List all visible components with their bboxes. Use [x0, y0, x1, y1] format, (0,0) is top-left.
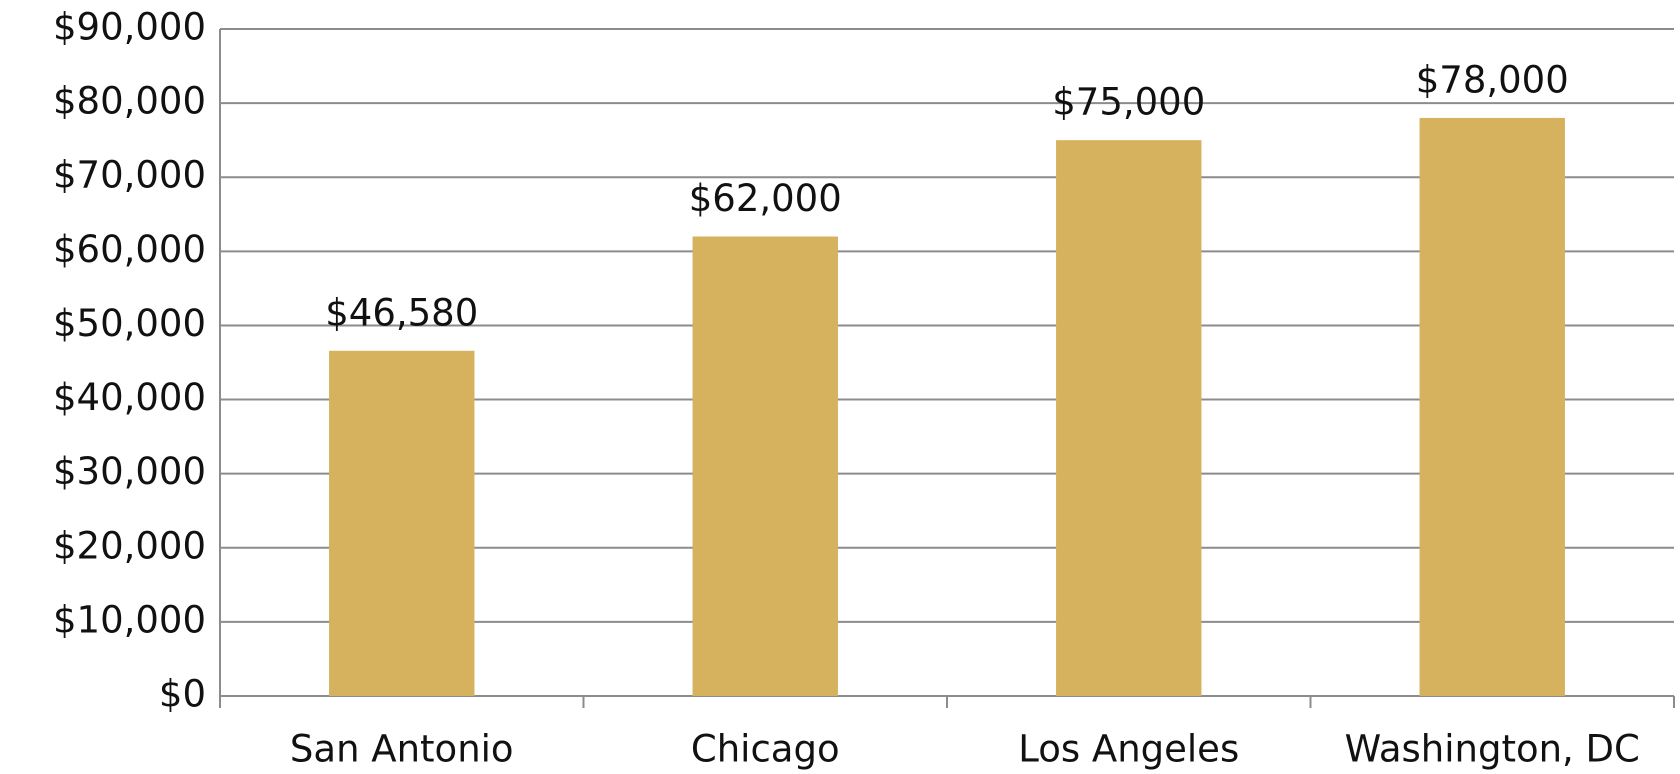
data-label: $62,000 [689, 177, 842, 220]
y-tick-label: $90,000 [53, 6, 206, 49]
data-label: $75,000 [1052, 81, 1205, 124]
data-label: $46,580 [325, 291, 478, 334]
x-tick-label: Chicago [691, 728, 840, 771]
y-tick-label: $70,000 [53, 154, 206, 197]
bar [1056, 140, 1202, 696]
bar [692, 236, 838, 696]
y-tick-label: $80,000 [53, 80, 206, 123]
x-tick-label: Washington, DC [1345, 728, 1640, 771]
x-tick-label: Los Angeles [1018, 728, 1239, 771]
y-tick-label: $60,000 [53, 228, 206, 271]
x-tick-label: San Antonio [290, 728, 514, 771]
y-tick-label: $50,000 [53, 302, 206, 345]
y-tick-label: $20,000 [53, 524, 206, 567]
y-tick-label: $40,000 [53, 376, 206, 419]
bar [1419, 117, 1565, 696]
y-tick-label: $0 [159, 673, 206, 716]
bar [329, 350, 475, 696]
y-tick-label: $30,000 [53, 450, 206, 493]
y-tick-label: $10,000 [53, 598, 206, 641]
data-label: $78,000 [1416, 58, 1569, 101]
